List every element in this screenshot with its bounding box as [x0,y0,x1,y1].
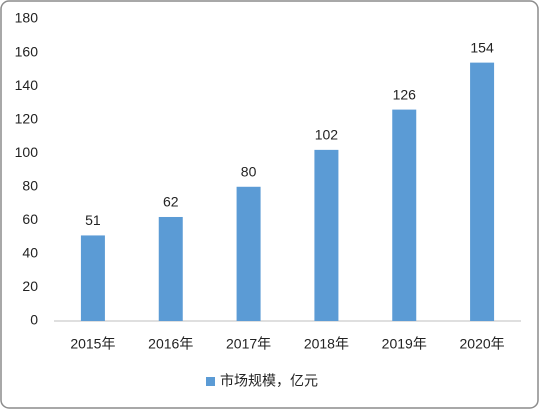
bar [236,186,261,321]
x-tick-label: 2019年 [382,336,427,352]
y-tick-label: 20 [22,278,38,294]
bar [158,216,183,321]
legend-swatch [206,377,215,386]
y-tick-label: 60 [22,211,38,227]
data-label: 154 [470,39,494,55]
x-tick-label: 2020年 [460,336,505,352]
data-label: 51 [85,212,101,228]
bar [392,109,417,321]
y-tick-label: 80 [22,177,38,193]
x-tick-label: 2016年 [148,336,193,352]
data-label: 102 [315,127,339,143]
y-tick-label: 120 [15,110,39,126]
data-label: 62 [163,194,179,210]
y-tick-label: 140 [15,77,39,93]
bar [314,149,339,321]
bar [80,235,105,321]
data-label: 80 [241,163,257,179]
y-tick-label: 180 [15,10,39,26]
x-tick-label: 2018年 [304,336,349,352]
x-tick-label: 2017年 [226,336,271,352]
legend-label: 市场规模，亿元 [220,373,318,389]
y-tick-label: 160 [15,43,39,59]
y-tick-label: 100 [15,144,39,160]
x-tick-label: 2015年 [70,336,115,352]
data-label: 126 [393,86,417,102]
y-tick-label: 40 [22,245,38,261]
y-tick-label: 0 [30,312,38,328]
bar [470,62,495,321]
